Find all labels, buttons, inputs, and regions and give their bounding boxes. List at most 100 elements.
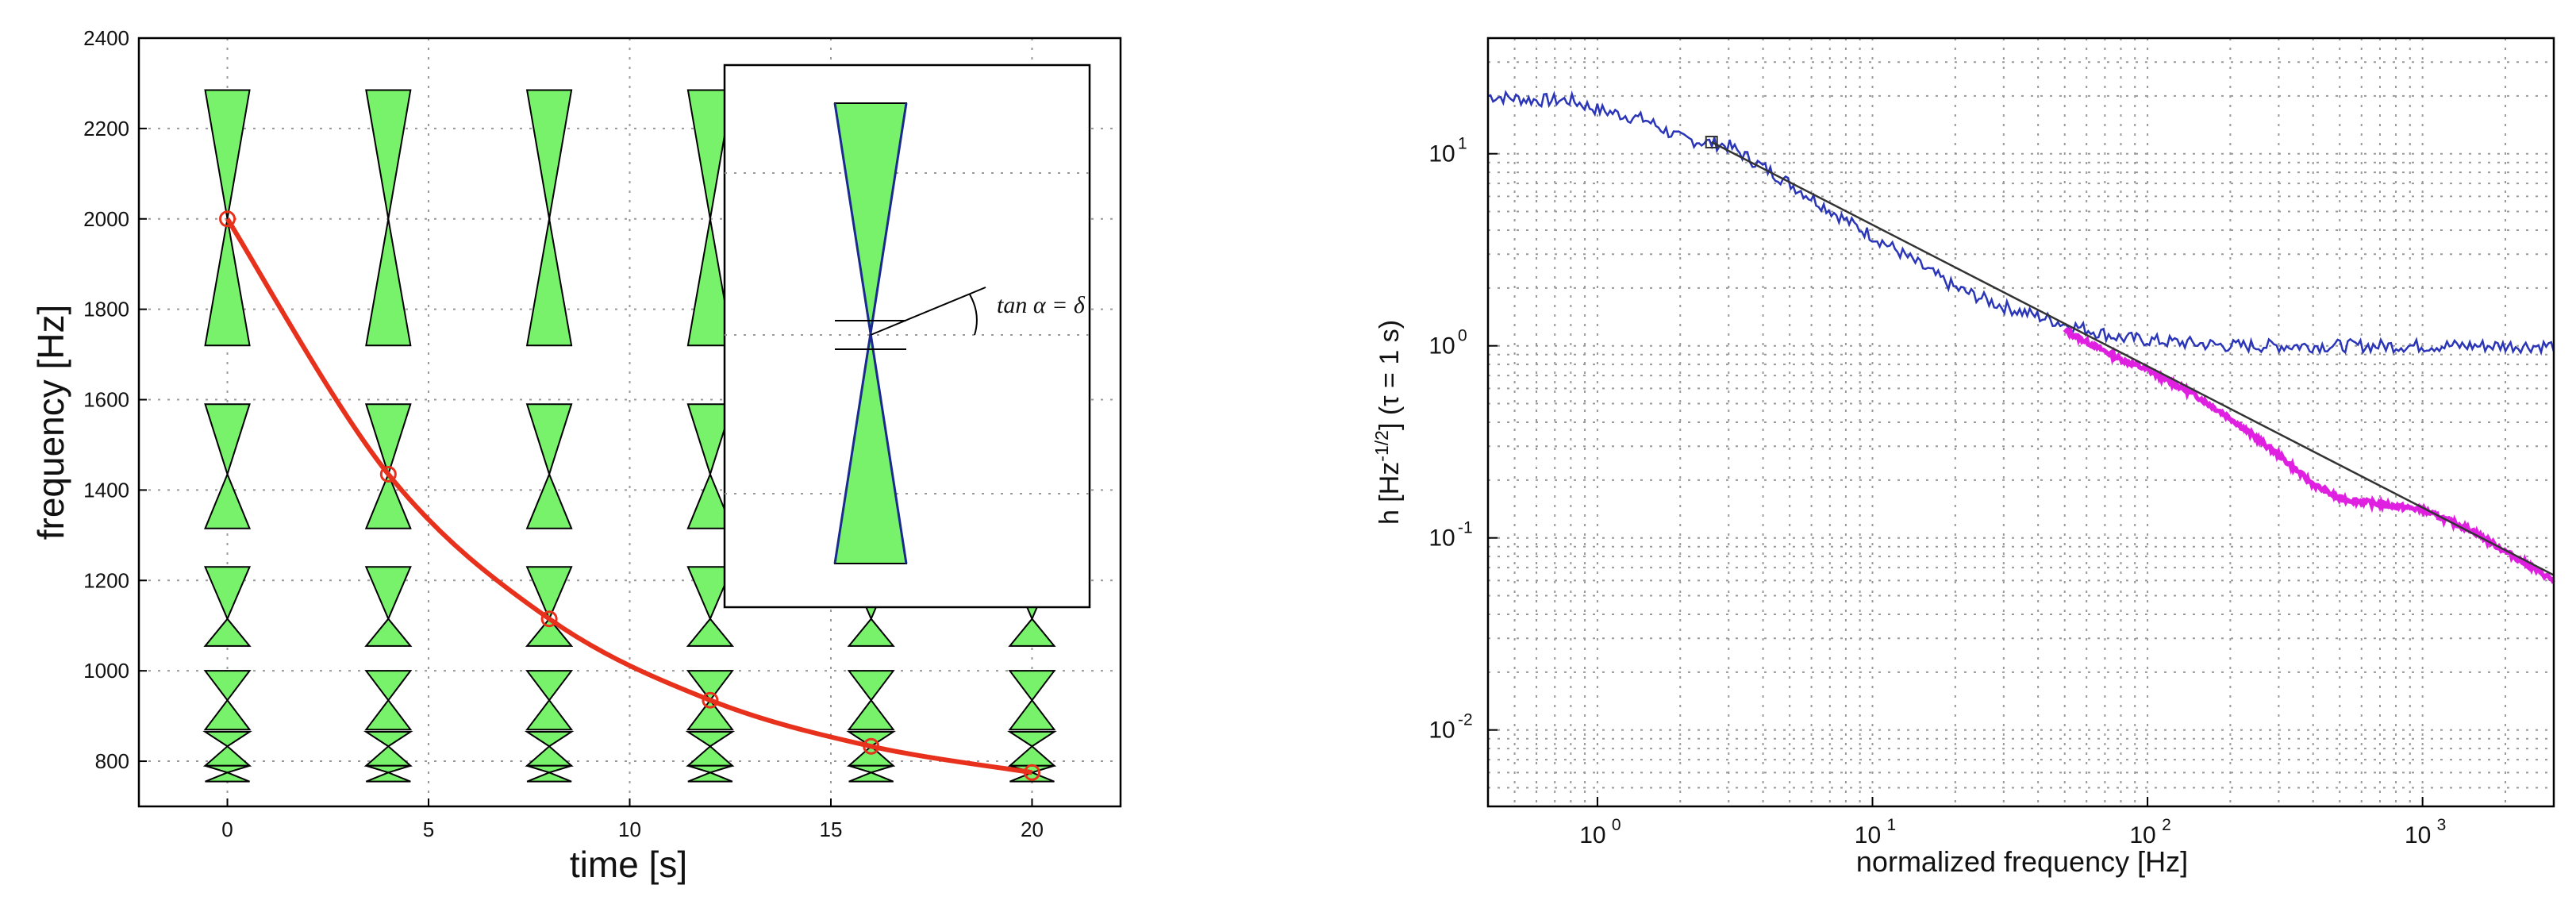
left-chart: 0 5 10 15 20 800 1000 1200 1400 1600 1800 2000 2200…	[30, 26, 1122, 885]
left-hourglass-upper	[1008, 670, 1056, 702]
inset-frame	[723, 63, 1091, 609]
left-hourglass-lower	[686, 698, 734, 731]
left-x-ticks: 0 5 10 15 20	[221, 798, 1044, 841]
left-y-tick-label: 1600	[83, 388, 129, 412]
inset-angle-arc	[969, 294, 978, 336]
left-y-axis-label: frequency [Hz]	[30, 305, 71, 541]
left-hourglass-upper	[364, 670, 413, 702]
left-hourglass-lower	[365, 771, 411, 783]
left-y-tick-label: 2200	[83, 117, 129, 140]
left-hourglass-upper	[363, 731, 413, 748]
right-x-tick-exponent: 0	[1612, 816, 1621, 834]
left-x-tick-label: 15	[820, 818, 843, 841]
inset-annotation: tan α = δ	[997, 292, 1086, 318]
left-hourglass-upper	[205, 764, 250, 774]
left-hourglass-upper	[525, 566, 573, 621]
right-x-axis-label: normalized frequency [Hz]	[1856, 845, 2188, 878]
right-x-tick-label: 10	[1579, 822, 1605, 848]
right-y-tick-exponent: -1	[1458, 519, 1473, 537]
left-y-tick-label: 1200	[83, 568, 129, 592]
left-data-point	[863, 737, 880, 755]
right-x-ticks: 10 0 10 1 10 2 10 3	[1579, 797, 2446, 848]
left-data-point	[540, 610, 558, 628]
left-hourglass-lower	[1007, 744, 1057, 767]
left-hourglass-lower	[525, 471, 573, 529]
left-data-point	[702, 691, 719, 709]
left-hourglass-upper	[203, 670, 252, 702]
right-y-tick-label: 10	[1428, 718, 1455, 744]
right-x-tick-label: 10	[2405, 822, 2431, 848]
left-hourglass-upper	[204, 403, 251, 477]
left-x-tick-label: 10	[618, 818, 641, 841]
left-hourglass-lower	[202, 744, 252, 767]
left-hourglass-lower	[1009, 771, 1055, 783]
left-series-markers	[219, 210, 1040, 781]
left-x-tick-label: 20	[1021, 818, 1044, 841]
left-hourglass-lower	[1008, 698, 1056, 731]
left-hourglass-upper	[685, 731, 736, 748]
left-series-line	[225, 217, 1032, 775]
right-y-tick-exponent: 0	[1458, 327, 1467, 345]
right-y-tick-exponent: -2	[1458, 711, 1473, 729]
left-hourglass-lower	[686, 471, 734, 529]
left-hourglass-lower	[365, 218, 412, 347]
left-hourglass-upper	[847, 670, 895, 702]
left-y-tick-label: 800	[95, 749, 129, 773]
left-hourglass-lower	[203, 698, 252, 731]
right-x-tick-label: 10	[1855, 822, 1881, 848]
left-hourglass-upper	[202, 731, 252, 748]
left-hourglass-upper	[524, 731, 575, 748]
left-hourglass-lower	[364, 618, 413, 647]
left-hourglass-upper	[364, 566, 412, 621]
left-hourglass-upper	[364, 403, 412, 477]
left-y-tick-label: 1400	[83, 478, 129, 502]
left-hourglass-lower	[847, 618, 895, 647]
left-hourglass-upper	[204, 89, 251, 219]
right-series-blue	[1487, 90, 2555, 356]
right-y-tick-label: 10	[1428, 141, 1455, 167]
left-hourglass-upper	[686, 403, 734, 477]
left-hourglass-lower	[364, 698, 413, 731]
right-series-magenta	[2063, 325, 2555, 584]
right-y-axis-label: h [Hz-1/2] (τ = 1 s)	[1371, 320, 1405, 525]
left-hourglass-upper	[848, 764, 894, 774]
left-hourglass-upper	[686, 89, 734, 219]
left-hourglass-upper	[204, 566, 252, 621]
right-fit-start-marker	[1705, 136, 1718, 149]
left-hourglass-lower	[363, 744, 413, 767]
left-hourglass-lower	[203, 618, 252, 647]
right-x-tick-exponent: 1	[1886, 816, 1896, 834]
left-hourglass-lower	[847, 698, 895, 731]
left-x-tick-label: 0	[221, 818, 233, 841]
left-inset: tan α = δ	[723, 63, 1091, 609]
left-hourglass-lower	[204, 471, 252, 529]
left-x-tick-label: 5	[423, 818, 434, 841]
left-hourglass-lower	[526, 771, 572, 783]
left-hourglass-lower	[848, 771, 894, 783]
left-hourglass-lower	[686, 218, 734, 347]
left-hourglass-upper	[366, 764, 411, 774]
left-hourglass-upper	[687, 764, 733, 774]
left-hourglass-upper	[686, 670, 734, 702]
inset-diagonal-line	[833, 102, 908, 564]
left-data-point	[1023, 764, 1040, 781]
right-grid	[1487, 37, 2555, 807]
right-x-tick-exponent: 3	[2437, 816, 2447, 834]
left-data-point	[379, 465, 397, 483]
left-hourglass-lower	[364, 471, 412, 529]
left-y-tick-label: 2400	[83, 26, 129, 50]
left-hourglass-lower	[525, 218, 573, 347]
left-hourglass-lower	[686, 744, 735, 767]
left-hourglass-upper	[526, 764, 572, 774]
left-y-tick-label: 2000	[83, 207, 129, 231]
left-y-ticks: 800 1000 1200 1400 1600 1800 2000 2200 2400	[83, 26, 147, 773]
right-y-tick-exponent: 1	[1458, 135, 1467, 153]
left-hourglass-lower	[205, 771, 250, 783]
left-hourglass-lower	[525, 744, 574, 767]
left-y-tick-label: 1800	[83, 298, 129, 321]
left-hourglass-lower	[686, 618, 735, 647]
right-plot-frame	[1486, 37, 2555, 808]
